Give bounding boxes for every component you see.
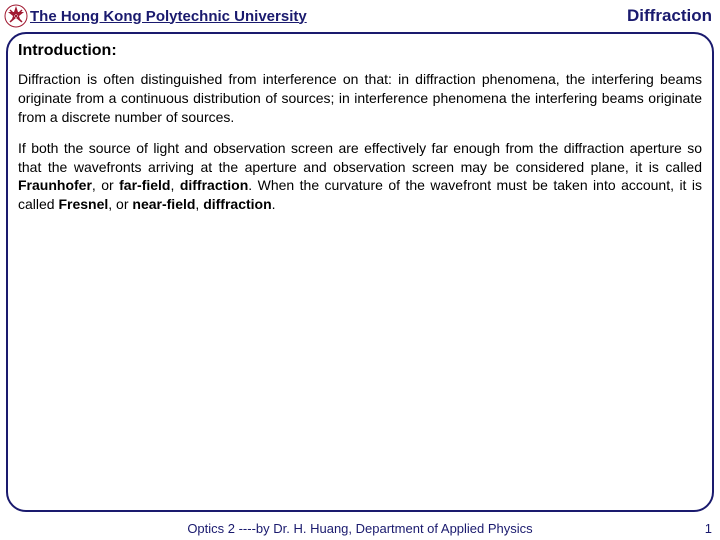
content-frame: Introduction: Diffraction is often disti…: [6, 32, 714, 512]
para2-bold-fresnel: Fresnel: [58, 196, 108, 212]
university-name: The Hong Kong Polytechnic University: [30, 8, 307, 25]
topic-title: Diffraction: [627, 6, 712, 26]
para2-bold-diffraction1: diffraction: [180, 177, 248, 193]
para2-bold-nearfield: near-field: [132, 196, 195, 212]
para2-text-5: , or: [108, 196, 132, 212]
para2-bold-fraunhofer: Fraunhofer: [18, 177, 92, 193]
para2-bold-farfield: far-field: [119, 177, 170, 193]
paragraph-2: If both the source of light and observat…: [18, 139, 702, 215]
para2-bold-diffraction2: diffraction: [203, 196, 271, 212]
slide-footer: Optics 2 ----by Dr. H. Huang, Department…: [0, 521, 720, 536]
para2-text-1: If both the source of light and observat…: [18, 140, 702, 175]
page-number: 1: [705, 521, 712, 536]
slide-header: The Hong Kong Polytechnic University Dif…: [0, 4, 720, 28]
para2-text-3: ,: [170, 177, 179, 193]
para2-text-7: .: [272, 196, 276, 212]
paragraph-1: Diffraction is often distinguished from …: [18, 70, 702, 127]
para2-text-2: , or: [92, 177, 119, 193]
university-logo-icon: [4, 4, 28, 28]
section-heading: Introduction:: [18, 42, 702, 60]
header-left-group: The Hong Kong Polytechnic University: [4, 4, 307, 28]
